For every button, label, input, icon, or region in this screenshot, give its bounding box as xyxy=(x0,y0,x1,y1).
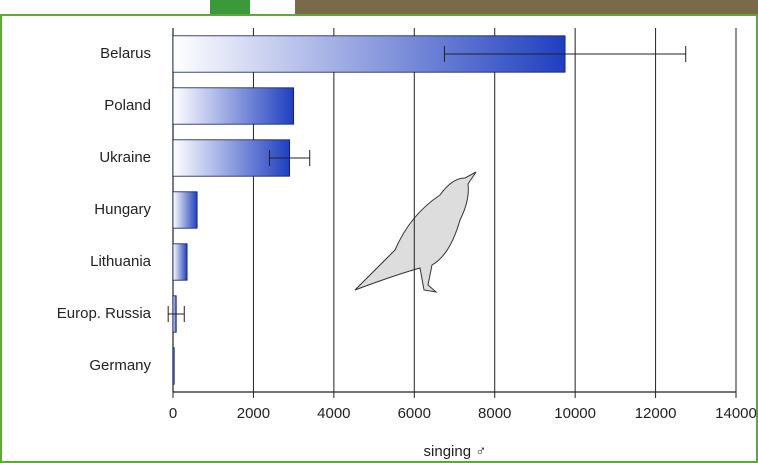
y-tick-label: Europ. Russia xyxy=(57,305,152,322)
y-tick-label: Hungary xyxy=(94,201,151,218)
y-tick-label: Ukraine xyxy=(99,149,151,166)
y-tick-label: Belarus xyxy=(100,45,151,62)
error-bar xyxy=(167,306,185,322)
x-tick-label: 2000 xyxy=(237,405,270,422)
x-tick-label: 4000 xyxy=(317,405,350,422)
top-photo-strip xyxy=(295,0,758,14)
x-tick-label: 14000 xyxy=(715,405,757,422)
x-tick-label: 8000 xyxy=(478,405,511,422)
x-axis-label: singing ♂ xyxy=(424,443,487,460)
error-bar xyxy=(443,46,687,62)
x-tick-label: 6000 xyxy=(398,405,431,422)
x-tick-label: 0 xyxy=(169,405,177,422)
bar xyxy=(172,87,295,125)
error-bar xyxy=(269,150,311,166)
y-tick-label: Poland xyxy=(104,97,151,114)
y-tick-label: Lithuania xyxy=(90,253,152,270)
top-green-tab xyxy=(210,0,250,14)
y-tick-label: Germany xyxy=(89,357,151,374)
frame xyxy=(0,14,758,463)
bar xyxy=(172,347,175,385)
bird-illustration xyxy=(354,171,477,293)
bar xyxy=(172,243,188,281)
x-tick-label: 12000 xyxy=(635,405,677,422)
bar xyxy=(172,191,198,229)
x-tick-label: 10000 xyxy=(554,405,596,422)
